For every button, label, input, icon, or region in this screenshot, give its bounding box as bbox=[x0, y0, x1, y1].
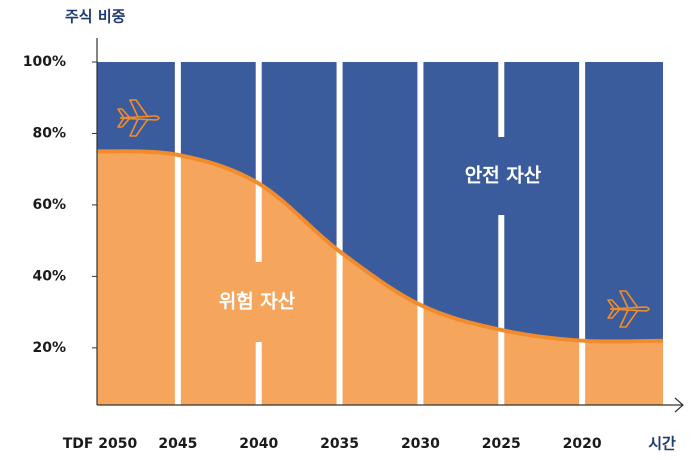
x-tick-label: 2045 bbox=[158, 436, 197, 452]
x-tick-label: 2040 bbox=[239, 436, 278, 452]
y-axis-label: 주식 비중 bbox=[65, 8, 126, 26]
x-tick-label: 2030 bbox=[401, 436, 440, 452]
x-tick-label: TDF 2050 bbox=[63, 436, 138, 452]
x-tick-label: 2020 bbox=[563, 436, 602, 452]
y-tick-label: 20% bbox=[32, 340, 66, 356]
y-tick-label: 100% bbox=[23, 54, 66, 70]
x-axis-arrow bbox=[674, 397, 684, 413]
x-tick-label: 2035 bbox=[320, 436, 359, 452]
column-gap bbox=[498, 215, 505, 405]
annotation: 안전 자산 bbox=[465, 165, 542, 187]
y-tick-label: 40% bbox=[32, 268, 66, 284]
column-gap bbox=[174, 62, 181, 405]
plane-icon bbox=[607, 290, 650, 328]
column-gap bbox=[255, 342, 262, 405]
area bbox=[97, 151, 663, 405]
annotation: 위험 자산 bbox=[219, 291, 296, 313]
column-gap bbox=[336, 62, 343, 405]
x-tick-label: 2025 bbox=[482, 436, 521, 452]
column-gap bbox=[498, 62, 505, 137]
plane-icon bbox=[117, 99, 160, 137]
column-gap bbox=[579, 62, 586, 405]
column-gap bbox=[417, 62, 424, 405]
column-gap bbox=[255, 62, 262, 262]
x-axis-label: 시간 bbox=[648, 435, 676, 453]
y-tick-label: 60% bbox=[32, 197, 66, 213]
line bbox=[96, 149, 664, 344]
y-tick-label: 80% bbox=[32, 125, 66, 141]
